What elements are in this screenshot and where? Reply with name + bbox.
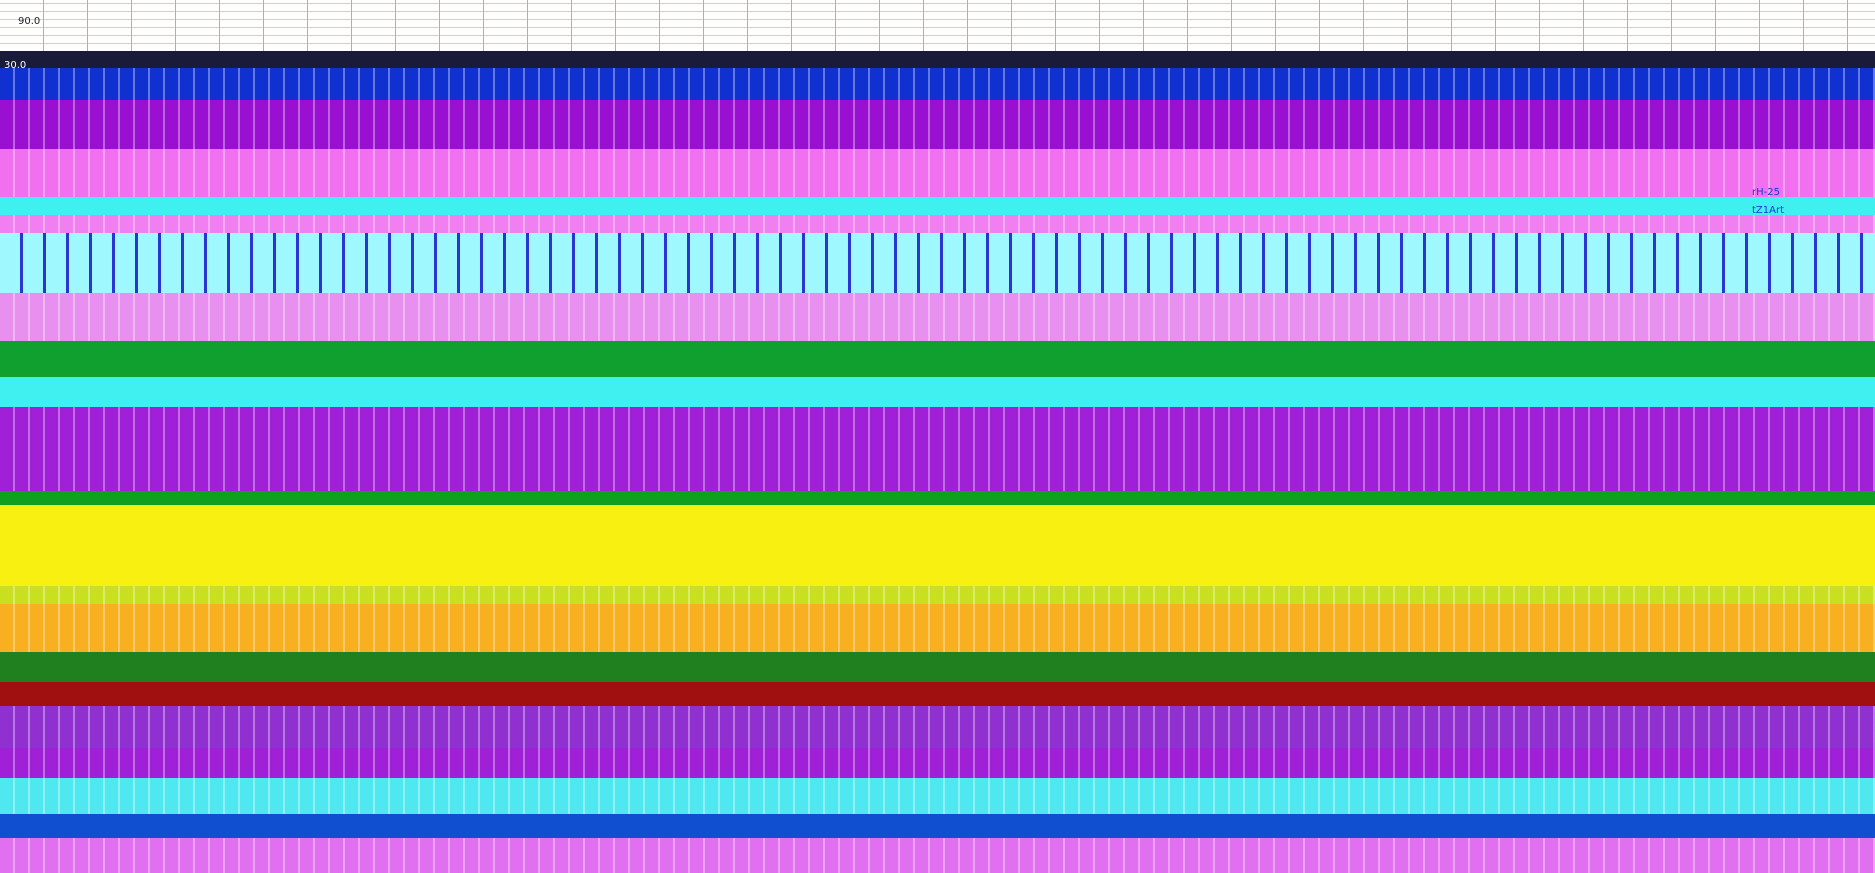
band [0,341,1875,377]
legend-item: rH-25 [1752,187,1780,198]
grid-strip [0,0,1875,51]
axis-value: 90.0 [18,16,41,27]
band [0,838,1875,873]
band [0,491,1875,505]
band [0,748,1875,778]
band [0,604,1875,652]
band [0,706,1875,748]
band [0,682,1875,706]
band [0,68,1875,100]
band [0,586,1875,604]
band [0,407,1875,491]
band [0,652,1875,682]
band [0,149,1875,197]
band [0,197,1875,215]
band [0,293,1875,341]
band [0,778,1875,814]
axis-value: 30.0 [4,60,27,71]
legend-item: tZ1Art [1752,205,1785,216]
band [0,814,1875,838]
band [0,377,1875,407]
band [0,505,1875,586]
band [0,233,1875,293]
band [0,215,1875,233]
band [0,100,1875,149]
band [0,51,1875,68]
